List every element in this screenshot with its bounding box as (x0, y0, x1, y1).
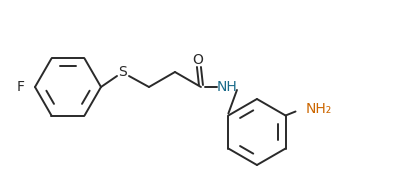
Text: O: O (192, 53, 203, 67)
Text: NH: NH (216, 80, 237, 94)
Text: F: F (17, 80, 25, 94)
Text: S: S (118, 65, 127, 79)
Text: NH₂: NH₂ (305, 103, 331, 117)
